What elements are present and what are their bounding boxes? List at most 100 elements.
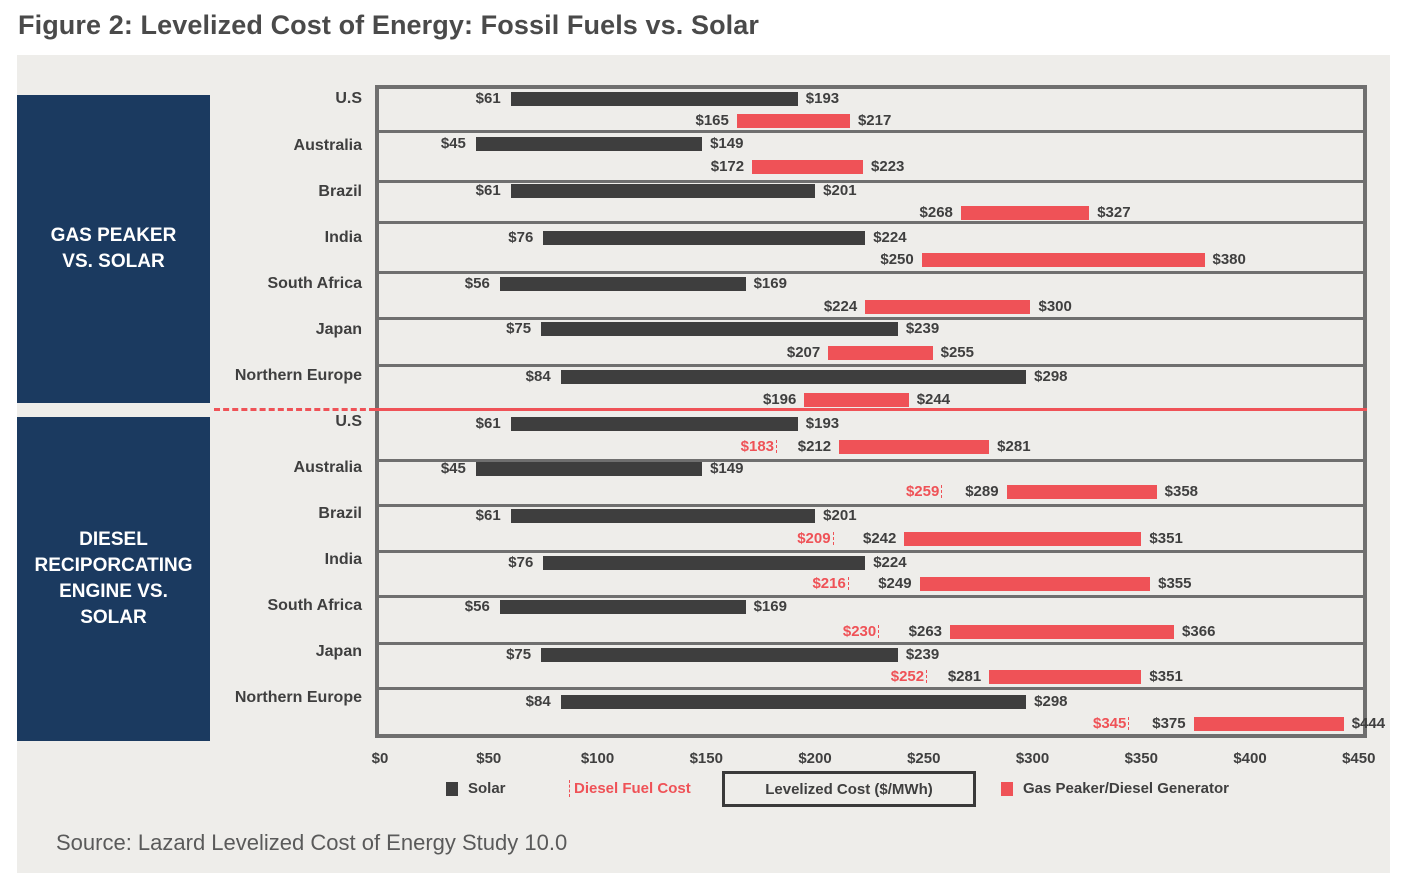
- row-separator: [375, 642, 1367, 645]
- group-label-line: RECIPORCATING: [34, 555, 193, 576]
- fossil-min-label: $250: [880, 251, 914, 268]
- country-label: Brazil: [318, 505, 362, 522]
- row-separator: [375, 550, 1367, 553]
- fossil-max-label: $244: [916, 391, 951, 408]
- group-label-line: SOLAR: [80, 607, 147, 628]
- x-tick-label: $100: [580, 750, 615, 767]
- fossil-max-label: $255: [940, 344, 974, 361]
- fossil-max-label: $327: [1097, 204, 1131, 221]
- group-label-line: VS. SOLAR: [62, 251, 165, 272]
- group-label-diesel: DIESEL RECIPORCATING ENGINE VS. SOLAR: [17, 417, 210, 741]
- fuel-cost-marker: [926, 670, 928, 683]
- fossil-max-label: $355: [1158, 575, 1192, 592]
- fossil-min-label: $249: [878, 575, 912, 592]
- fuel-cost-label: $345: [1093, 715, 1127, 732]
- solar-max-label: $149: [710, 460, 744, 477]
- x-tick-label: $400: [1233, 750, 1267, 767]
- solar-max-label: $239: [905, 646, 940, 663]
- solar-min-label: $76: [508, 554, 534, 571]
- country-label: Australia: [293, 137, 362, 154]
- solar-min-label: $84: [525, 368, 551, 385]
- solar-max-label: $224: [873, 554, 907, 571]
- group-label-line: ENGINE VS.: [59, 581, 168, 602]
- fossil-bar: [804, 393, 909, 407]
- fuel-cost-marker: [941, 485, 943, 498]
- x-tick-label: $450: [1342, 750, 1376, 767]
- fuel-cost-label: $183: [740, 438, 775, 455]
- solar-bar: [499, 600, 746, 614]
- fuel-cost-marker: [847, 577, 849, 590]
- fossil-bar: [989, 670, 1142, 684]
- group-divider-line: [375, 408, 1367, 411]
- fossil-min-label: $196: [762, 391, 797, 408]
- country-label: Japan: [315, 321, 362, 338]
- fossil-max-label: $351: [1149, 668, 1183, 685]
- x-axis-title: Levelized Cost ($/MWh): [765, 780, 933, 798]
- chart-frame: [375, 85, 1367, 738]
- row-separator: [375, 271, 1367, 274]
- fossil-min-label: $224: [823, 298, 858, 315]
- solar-bar: [541, 648, 898, 662]
- solar-max-label: $201: [823, 507, 857, 524]
- country-label: Northern Europe: [234, 367, 362, 384]
- solar-max-label: $298: [1034, 693, 1068, 710]
- row-separator: [375, 180, 1367, 183]
- fossil-max-label: $300: [1038, 298, 1072, 315]
- country-label: Northern Europe: [234, 689, 362, 706]
- solar-bar: [499, 277, 746, 291]
- solar-max-label: $224: [873, 229, 907, 246]
- country-label: Japan: [315, 643, 362, 660]
- fossil-min-label: $263: [908, 623, 943, 640]
- solar-bar: [560, 370, 1027, 384]
- fossil-max-label: $380: [1212, 251, 1246, 268]
- fossil-bar: [919, 577, 1151, 591]
- source-note: Source: Lazard Levelized Cost of Energy …: [56, 830, 568, 855]
- fossil-bar: [752, 160, 864, 174]
- solar-bar: [510, 92, 798, 106]
- legend-fuel-cost-label: Diesel Fuel Cost: [569, 780, 691, 797]
- solar-bar: [541, 322, 898, 336]
- fossil-bar: [960, 206, 1090, 220]
- solar-min-label: $45: [440, 460, 466, 477]
- solar-max-label: $298: [1034, 368, 1068, 385]
- fossil-bar: [865, 300, 1031, 314]
- fossil-min-label: $281: [947, 668, 982, 685]
- fuel-cost-marker: [776, 440, 778, 453]
- solar-bar: [510, 184, 816, 198]
- legend-fossil-swatch: [1001, 781, 1013, 796]
- group-label-line: DIESEL: [79, 529, 148, 550]
- fossil-bar: [839, 440, 990, 454]
- row-separator: [375, 317, 1367, 320]
- country-label: South Africa: [267, 275, 362, 292]
- country-label: Brazil: [318, 183, 362, 200]
- fossil-max-label: $217: [857, 112, 892, 129]
- figure-title: Figure 2: Levelized Cost of Energy: Foss…: [18, 10, 759, 40]
- legend-solar-label: Solar: [468, 780, 506, 797]
- x-tick-label: $200: [798, 750, 832, 767]
- country-label: Australia: [293, 459, 362, 476]
- fossil-bar: [950, 625, 1175, 639]
- row-separator: [375, 459, 1367, 462]
- x-tick-label: $300: [1015, 750, 1050, 767]
- fossil-bar: [828, 346, 933, 360]
- fuel-cost-label: $209: [797, 530, 831, 547]
- legend-axis-title: Levelized Cost ($/MWh): [722, 771, 976, 807]
- legend-fossil-label: Gas Peaker/Diesel Generator: [1023, 780, 1229, 797]
- fuel-cost-label: $230: [842, 623, 877, 640]
- solar-bar: [510, 417, 798, 431]
- fuel-cost-label: $259: [905, 483, 940, 500]
- fuel-cost-marker: [878, 625, 880, 638]
- fossil-max-label: $444: [1351, 715, 1386, 732]
- solar-min-label: $75: [506, 646, 532, 663]
- fossil-min-label: $207: [786, 344, 821, 361]
- group-divider-dashed: [214, 408, 375, 411]
- fossil-bar: [1006, 485, 1157, 499]
- row-separator: [375, 130, 1367, 133]
- solar-min-label: $56: [464, 598, 490, 615]
- fossil-min-label: $172: [710, 158, 745, 175]
- fossil-max-label: $366: [1182, 623, 1216, 640]
- solar-bar: [475, 462, 703, 476]
- fossil-bar: [1193, 717, 1344, 731]
- x-tick-label: $150: [689, 750, 723, 767]
- fossil-min-label: $375: [1152, 715, 1186, 732]
